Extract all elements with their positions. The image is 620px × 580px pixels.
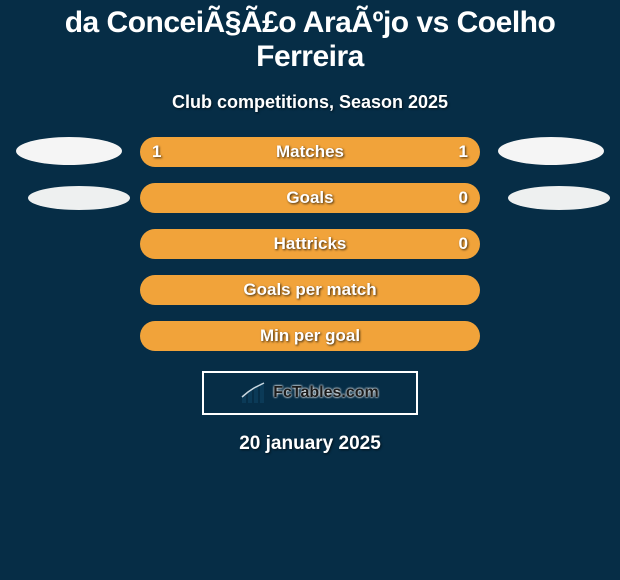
stat-bar: 0Hattricks: [140, 229, 480, 259]
value-right: 1: [459, 137, 468, 167]
stat-bar: Min per goal: [140, 321, 480, 351]
stat-row: 11Matches: [10, 137, 610, 167]
decor-ellipse: [498, 137, 604, 165]
stat-row: Min per goal: [10, 321, 610, 351]
comparison-infographic: da ConceiÃ§Ã£o AraÃºjo vs Coelho Ferreir…: [0, 0, 620, 580]
stat-row: 0Hattricks: [10, 229, 610, 259]
stat-rows: 11Matches0Goals0HattricksGoals per match…: [0, 137, 620, 351]
bar-left-fill: [140, 229, 480, 259]
decor-ellipse: [16, 137, 122, 165]
bar-left-fill: [140, 321, 480, 351]
bars-icon: [241, 382, 267, 404]
brand-box: FcTables.com: [202, 371, 418, 415]
bar-left-fill: [140, 183, 480, 213]
value-right: 0: [459, 229, 468, 259]
footer-date: 20 january 2025: [0, 433, 620, 455]
bar-right-fill: [310, 137, 480, 167]
stat-row: Goals per match: [10, 275, 610, 305]
decor-ellipse: [508, 186, 610, 210]
stat-bar: 0Goals: [140, 183, 480, 213]
decor-ellipse: [28, 186, 130, 210]
brand-text: FcTables.com: [273, 384, 379, 402]
page-title: da ConceiÃ§Ã£o AraÃºjo vs Coelho Ferreir…: [0, 6, 620, 74]
value-right: 0: [459, 183, 468, 213]
value-left: 1: [152, 137, 161, 167]
bar-left-fill: [140, 275, 480, 305]
subtitle: Club competitions, Season 2025: [0, 92, 620, 113]
stat-row: 0Goals: [10, 183, 610, 213]
bar-left-fill: [140, 137, 310, 167]
stat-bar: 11Matches: [140, 137, 480, 167]
stat-bar: Goals per match: [140, 275, 480, 305]
